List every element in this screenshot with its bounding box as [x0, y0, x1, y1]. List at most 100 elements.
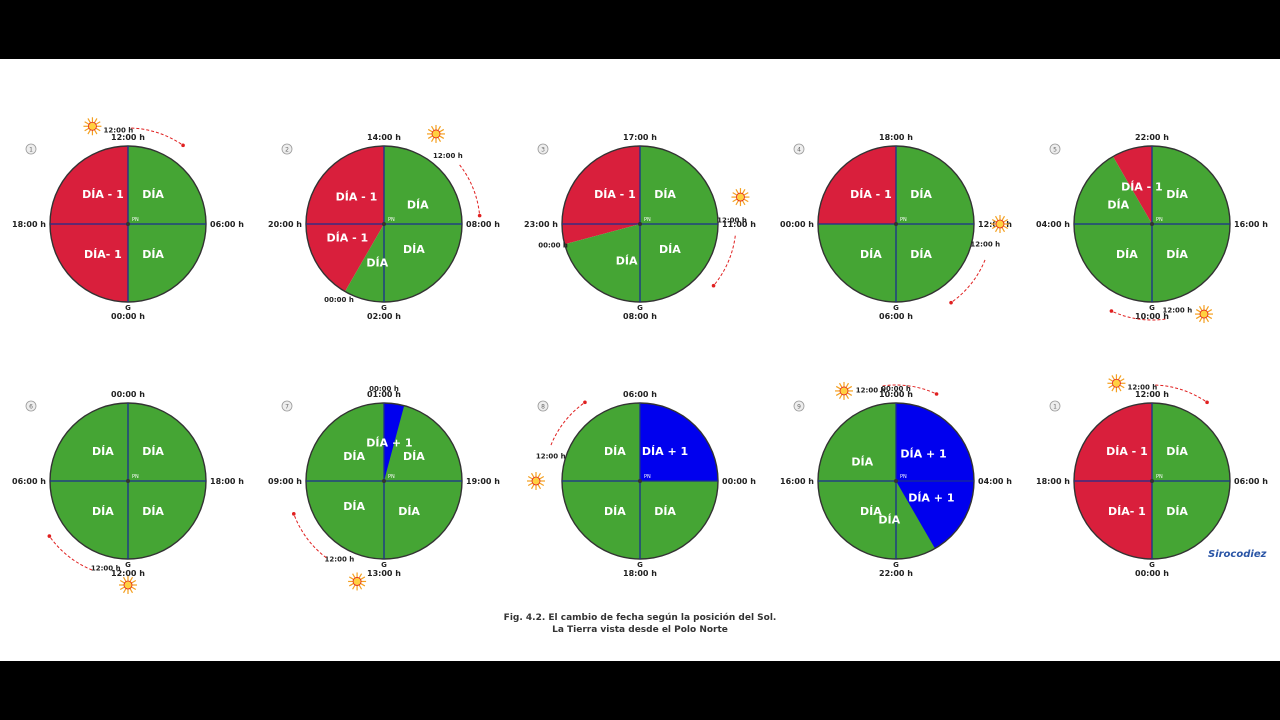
- region-label: DÍA: [878, 513, 900, 526]
- globe-number-badge: [281, 400, 293, 412]
- hour-bottom: 00:00 h: [111, 312, 145, 321]
- hour-left: 20:00 h: [268, 220, 302, 229]
- sun: [527, 472, 545, 490]
- region-label: DÍA: [659, 243, 681, 256]
- region-label: DÍA: [604, 505, 626, 518]
- region-label: DÍA: [343, 450, 365, 463]
- region-label: DÍA: [366, 256, 388, 269]
- sun-motion-arrow: [950, 259, 986, 304]
- pole-dot: [894, 479, 898, 483]
- sun-motion-arrow: [293, 513, 327, 559]
- region-label: DÍA: [407, 199, 429, 212]
- sun-motion-arrow: [550, 401, 586, 446]
- region-red: [562, 146, 640, 245]
- globe-number-badge: [537, 143, 549, 155]
- pole-label: PN: [1156, 474, 1163, 480]
- hour-bottom: 13:00 h: [367, 569, 401, 578]
- date-line-time: 00:00 h: [369, 385, 399, 393]
- arrow-head: [1109, 309, 1114, 313]
- globe-number: 7: [285, 404, 289, 411]
- region-label: DÍA - 1: [336, 190, 378, 203]
- region-blue: [896, 403, 974, 549]
- hour-top: 06:00 h: [623, 390, 657, 399]
- caption-line-2: La Tierra vista desde el Polo Norte: [552, 625, 728, 635]
- globe-number: 2: [285, 147, 289, 154]
- hour-top: 17:00 h: [623, 133, 657, 142]
- sun-motion-arrow: [48, 535, 93, 571]
- sun-icon: [736, 192, 745, 202]
- pole-label: PN: [900, 217, 907, 223]
- hour-left: 18:00 h: [1036, 477, 1070, 486]
- region-label: DÍA: [403, 243, 425, 256]
- globe-number-badge: [793, 400, 805, 412]
- publisher-logo: Sirocodiez: [1208, 549, 1266, 560]
- hour-right: 00:00 h: [722, 477, 756, 486]
- pole-label: PN: [644, 217, 651, 223]
- sun: [119, 576, 137, 594]
- region-label: DÍA + 1: [642, 445, 688, 458]
- region-label: DÍA: [398, 505, 420, 518]
- hour-top: 01:00 h: [367, 390, 401, 399]
- region-label: DÍA: [860, 505, 882, 518]
- sun-motion-arrow: [1155, 384, 1208, 403]
- hour-top: 00:00 h: [111, 390, 145, 399]
- hour-right: 06:00 h: [1234, 477, 1268, 486]
- globe-number-badge: [1049, 143, 1061, 155]
- hour-left: 06:00 h: [12, 477, 46, 486]
- sun-motion-arrow: [713, 235, 736, 287]
- pole-dot: [382, 479, 386, 483]
- hour-left: 09:00 h: [268, 477, 302, 486]
- region-label: DÍA: [654, 505, 676, 518]
- region-label: DÍA: [1166, 188, 1188, 201]
- pole-dot: [1150, 222, 1154, 226]
- hour-bottom: 08:00 h: [623, 312, 657, 321]
- hour-right: 16:00 h: [1234, 220, 1268, 229]
- region-label: DÍA: [1166, 248, 1188, 261]
- pole-label: PN: [644, 474, 651, 480]
- sun-icon: [1199, 309, 1209, 319]
- globe-4: PN DÍA - 1 DÍA DÍA DÍA 4 18:00 h 12:00 h G06:00 …: [780, 133, 1012, 321]
- region-label: DÍA: [142, 188, 164, 201]
- hour-bottom: 18:00 h: [623, 569, 657, 578]
- globe-8: PN DÍA DÍA + 1 DÍA DÍA 8 06:00 h 00:00 h G18:00 …: [527, 390, 756, 578]
- region-label: DÍA: [910, 188, 932, 201]
- sun-icon: [839, 386, 849, 396]
- sun: [835, 381, 853, 400]
- arrow-head: [477, 213, 482, 218]
- region-label: DÍA - 1: [594, 188, 636, 201]
- region-red: [818, 146, 896, 224]
- hour-bottom: 00:00 h: [1135, 569, 1169, 578]
- sun-motion-arrow: [131, 127, 184, 146]
- region-label: DÍA - 1: [1121, 180, 1163, 193]
- region-label: DÍA - 1: [327, 231, 369, 244]
- sun: [991, 215, 1009, 233]
- sun-icon: [431, 129, 441, 139]
- region-label: DÍA: [142, 505, 164, 518]
- date-line-time: 00:00 h: [324, 296, 354, 304]
- region-label: DÍA: [654, 188, 676, 201]
- hour-left: 04:00 h: [1036, 220, 1070, 229]
- region-label: DÍA: [1166, 445, 1188, 458]
- sun: [1107, 374, 1126, 393]
- sun-time-label: 12:00 h: [104, 127, 134, 135]
- region-red: [1113, 146, 1152, 224]
- meridian-g-label: G: [893, 561, 899, 569]
- date-line-time: 00:00 h: [538, 241, 568, 249]
- sun-icon: [352, 577, 362, 586]
- sun-time-label: 12:00 h: [433, 152, 463, 160]
- sun-time-label: 12:00 h: [1163, 306, 1193, 314]
- pole-dot: [126, 479, 130, 483]
- region-label: DÍA: [851, 456, 873, 469]
- pole-dot: [382, 222, 386, 226]
- globe-10: PN DÍA - 1 DÍA DÍA- 1 DÍA 1 12:00 h 06:00 h G00:…: [1036, 374, 1268, 578]
- sun-time-label: 12:00 h: [717, 216, 747, 224]
- arrow-head: [181, 143, 185, 148]
- globe-number-badge: [537, 400, 549, 412]
- region-label: DÍA: [616, 255, 638, 268]
- globe-number: 1: [1053, 404, 1057, 411]
